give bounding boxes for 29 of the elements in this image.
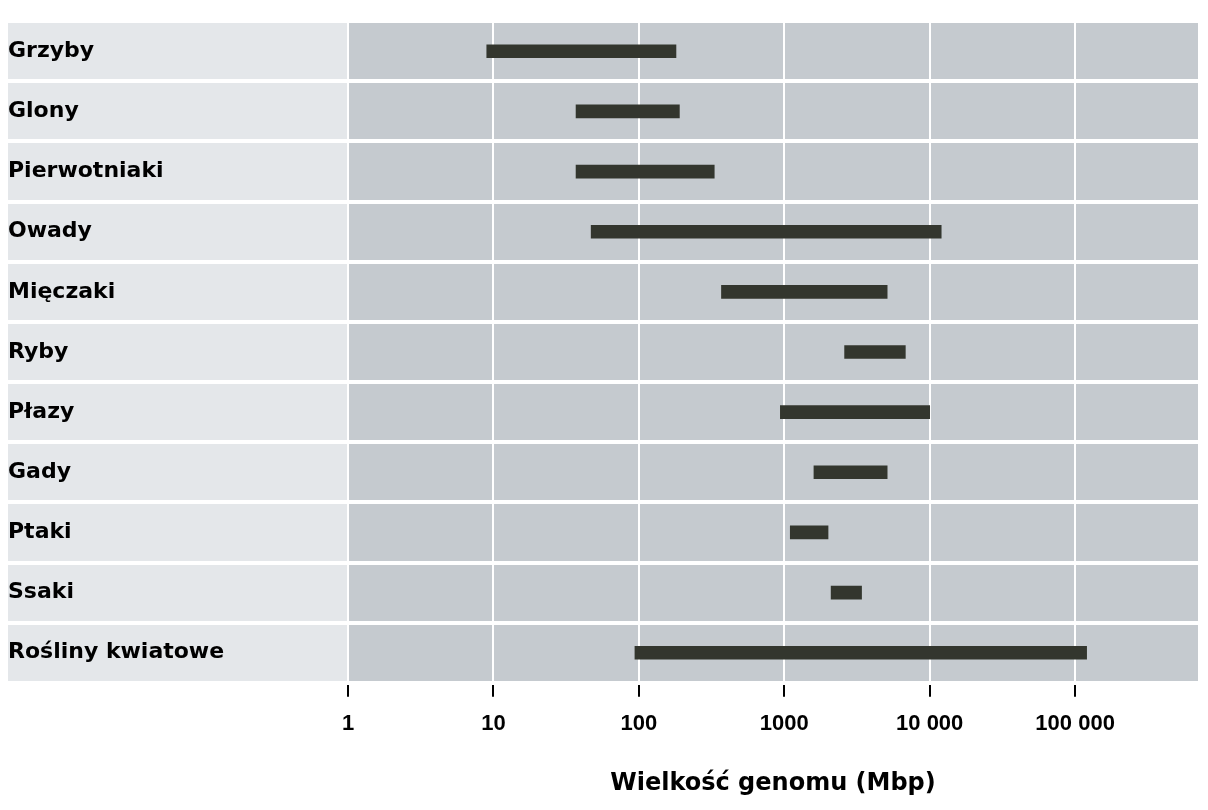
bar <box>575 164 715 179</box>
y-tick-label: Płazy <box>8 397 75 423</box>
x-tick-label: 10 000 <box>896 710 964 736</box>
x-tick-label: 100 000 <box>1035 710 1115 736</box>
y-tick-label: Grzyby <box>8 36 95 62</box>
x-tick-label: 1 <box>341 710 355 736</box>
bar <box>486 44 677 59</box>
y-tick-label: Owady <box>8 217 92 243</box>
bar <box>721 285 888 299</box>
bar <box>789 525 829 540</box>
bar <box>830 585 862 600</box>
y-tick-label: Mięczaki <box>8 277 116 303</box>
y-tick-label: Ptaki <box>8 518 72 544</box>
x-tick-label: 1000 <box>759 710 809 736</box>
y-tick-label: Ssaki <box>8 578 74 604</box>
y-tick-label: Glony <box>8 97 79 123</box>
y-tick-label: Rośliny kwiatowe <box>8 638 225 664</box>
bar <box>634 645 1087 660</box>
bar <box>813 465 888 480</box>
x-axis-title: Wielkość genomu (Mbp) <box>610 767 936 796</box>
bar <box>575 104 680 119</box>
x-tick-label: 10 <box>481 710 506 736</box>
bar <box>590 224 942 239</box>
bar <box>780 405 931 419</box>
y-tick-label: Gady <box>8 458 71 484</box>
x-tick-label: 100 <box>620 710 658 736</box>
y-tick-label: Ryby <box>8 337 69 363</box>
y-tick-label: Pierwotniaki <box>8 157 164 183</box>
bar <box>844 345 906 359</box>
